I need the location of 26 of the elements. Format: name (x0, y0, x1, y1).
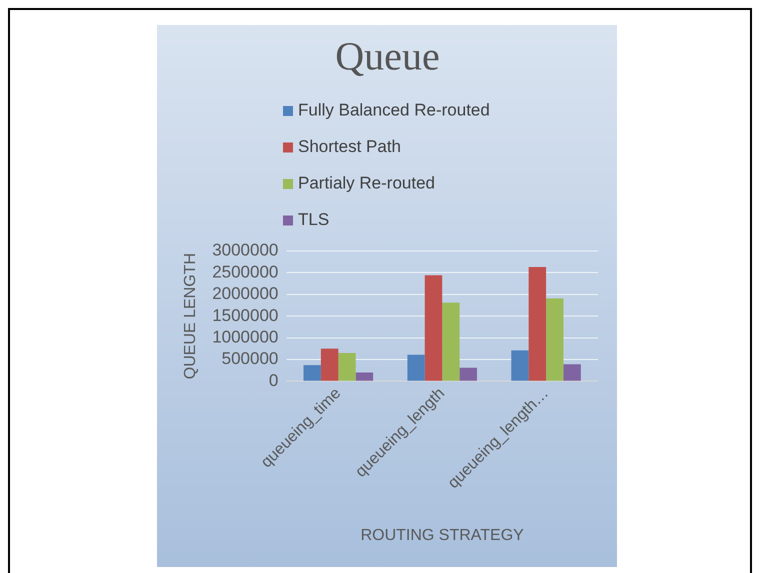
y-tick-label: 1500000 (212, 306, 278, 325)
bar (442, 302, 460, 381)
bar (460, 368, 477, 381)
legend-label: TLS (298, 210, 330, 230)
bar (407, 354, 425, 381)
legend-label: Fully Balanced Re-routed (298, 100, 490, 120)
y-tick-label: 1000000 (212, 328, 278, 347)
y-tick-label: 2500000 (212, 262, 278, 282)
y-tick-label: 0 (268, 370, 278, 390)
bar (546, 298, 564, 381)
y-tick-label: 500000 (222, 349, 278, 368)
bar (304, 365, 321, 381)
y-tick-label: 2000000 (212, 284, 278, 304)
legend-label: Partialy Re-routed (298, 174, 436, 193)
x-axis-title: ROUTING STRATEGY (360, 526, 524, 544)
bar (320, 348, 338, 381)
chart-title: Queue (335, 34, 440, 78)
bar (563, 364, 581, 381)
bar (356, 372, 374, 381)
y-tick-label: 3000000 (212, 240, 278, 260)
bar (338, 353, 356, 381)
bar (511, 350, 529, 381)
y-axis-title: QUEUE LENGTH (182, 252, 200, 380)
bar (424, 275, 442, 381)
bar (528, 267, 546, 381)
legend-label: Shortest Path (298, 137, 402, 156)
